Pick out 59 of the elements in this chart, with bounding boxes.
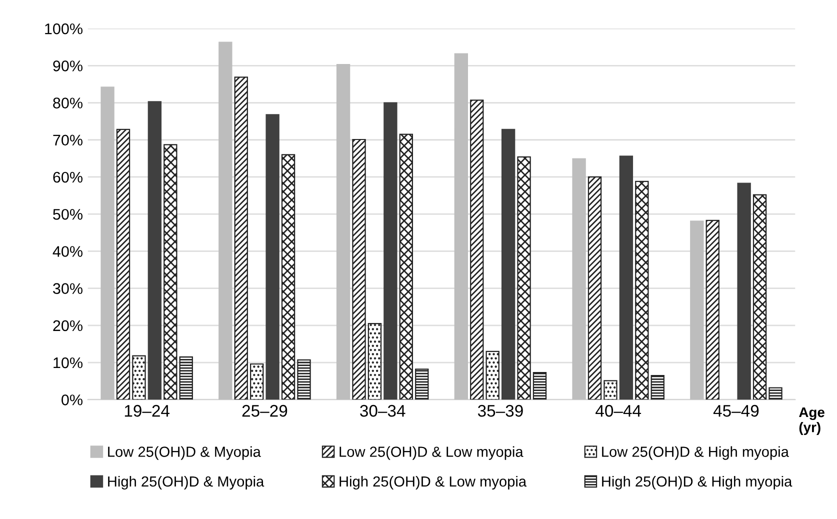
legend-label: Low 25(OH)D & High myopia bbox=[602, 446, 789, 460]
bar bbox=[604, 380, 618, 400]
bar bbox=[179, 356, 193, 400]
y-tick-label: 100% bbox=[45, 23, 82, 34]
bar bbox=[218, 42, 232, 400]
legend-label: High 25(OH)D & Low myopia bbox=[340, 476, 527, 490]
bar bbox=[635, 180, 649, 400]
bar bbox=[486, 350, 500, 400]
bar bbox=[690, 220, 704, 400]
bar bbox=[132, 355, 146, 400]
legend-label: Low 25(OH)D & Low myopia bbox=[340, 446, 524, 460]
bar bbox=[281, 154, 296, 400]
legend-label: Low 25(OH)D & Myopia bbox=[108, 446, 261, 460]
bar bbox=[352, 138, 366, 400]
y-tick-label: 0% bbox=[62, 394, 82, 406]
bar bbox=[116, 128, 130, 400]
y-tick-label: 20% bbox=[53, 320, 82, 332]
bar bbox=[706, 220, 720, 400]
bar bbox=[588, 176, 602, 400]
y-tick-label: 90% bbox=[53, 60, 82, 72]
bar bbox=[572, 158, 586, 400]
bar bbox=[250, 363, 264, 400]
bar bbox=[532, 372, 547, 400]
bar bbox=[737, 182, 751, 400]
bar bbox=[336, 64, 350, 400]
y-tick-label: 80% bbox=[53, 98, 82, 108]
bar bbox=[752, 194, 767, 400]
y-tick-label: 50% bbox=[53, 208, 82, 220]
legend-label: High 25(OH)D & Myopia bbox=[108, 476, 264, 490]
bar bbox=[297, 359, 311, 400]
bar bbox=[650, 374, 664, 400]
x-tick-label: 40–44 bbox=[596, 404, 642, 417]
bar bbox=[234, 76, 248, 400]
y-tick-label: 10% bbox=[54, 357, 82, 368]
bar bbox=[164, 144, 178, 400]
bar bbox=[368, 323, 382, 400]
y-tick-label: 40% bbox=[52, 246, 82, 257]
bar bbox=[100, 86, 114, 400]
x-tick-label: 45–49 bbox=[713, 404, 759, 417]
y-tick-label: 70% bbox=[53, 134, 82, 146]
x-axis-title: Age (yr) bbox=[799, 408, 824, 435]
x-tick-label: 25–29 bbox=[242, 404, 288, 417]
bar bbox=[501, 128, 516, 400]
bar bbox=[470, 100, 484, 400]
bar bbox=[768, 387, 782, 400]
bar bbox=[517, 156, 531, 400]
x-tick-label: 30–34 bbox=[360, 404, 406, 417]
bar bbox=[415, 368, 429, 400]
bar bbox=[148, 101, 162, 400]
bar bbox=[619, 156, 634, 400]
bar bbox=[384, 102, 398, 400]
y-tick-label: 30% bbox=[53, 283, 82, 294]
bar bbox=[399, 134, 413, 400]
x-tick-label: 35–39 bbox=[478, 404, 523, 417]
y-tick-label: 60% bbox=[53, 172, 82, 183]
bar bbox=[454, 53, 468, 400]
bar bbox=[266, 114, 280, 400]
legend-label: High 25(OH)D & High myopia bbox=[602, 476, 792, 490]
x-tick-label: 19–24 bbox=[124, 404, 170, 417]
